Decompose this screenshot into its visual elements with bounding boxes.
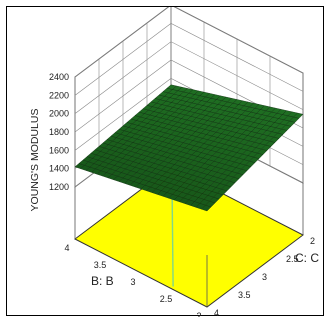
x-tick-label: 2.5 [160, 294, 173, 304]
surface-plot: 1200 1400 1600 1800 2000 2200 2400 4 3.5 3 2.5 2 2 2.… [29, 7, 319, 317]
z-tick-label: 2200 [49, 90, 69, 100]
x-tick-label: 3.5 [94, 260, 107, 270]
x-axis-label: B: B [91, 274, 114, 288]
y-tick-label: 3 [262, 272, 267, 282]
tick-labels: 1200 1400 1600 1800 2000 2200 2400 4 3.5 3 2.5 2 2 2.… [49, 72, 315, 317]
y-tick-label: 2 [310, 236, 315, 246]
z-tick-label: 2400 [49, 72, 69, 82]
wall-gridline [74, 7, 304, 78]
y-tick-label: 4 [214, 308, 219, 317]
z-tick-label: 2000 [49, 109, 69, 119]
x-tick-label: 3 [130, 277, 135, 287]
box-edges [74, 183, 304, 307]
surface-cell [293, 112, 304, 119]
z-tick-label: 1800 [49, 127, 69, 137]
z-tick-label: 1400 [49, 164, 69, 174]
z-tick-label: 1200 [49, 182, 69, 192]
z-tick-label: 1600 [49, 145, 69, 155]
x-tick-label: 2 [196, 311, 201, 317]
response-surface [74, 84, 304, 212]
y-tick-label: 2.5 [286, 254, 299, 264]
y-tick-label: 3.5 [238, 290, 251, 300]
wall-gridline [74, 22, 304, 96]
z-axis-label: YOUNG'S MODULUS [29, 109, 41, 212]
y-axis-label: C: C [295, 251, 319, 265]
chart-frame: 1200 1400 1600 1800 2000 2200 2400 4 3.5 3 2.5 2 2 2.… [6, 6, 324, 317]
x-tick-label: 4 [64, 243, 69, 253]
